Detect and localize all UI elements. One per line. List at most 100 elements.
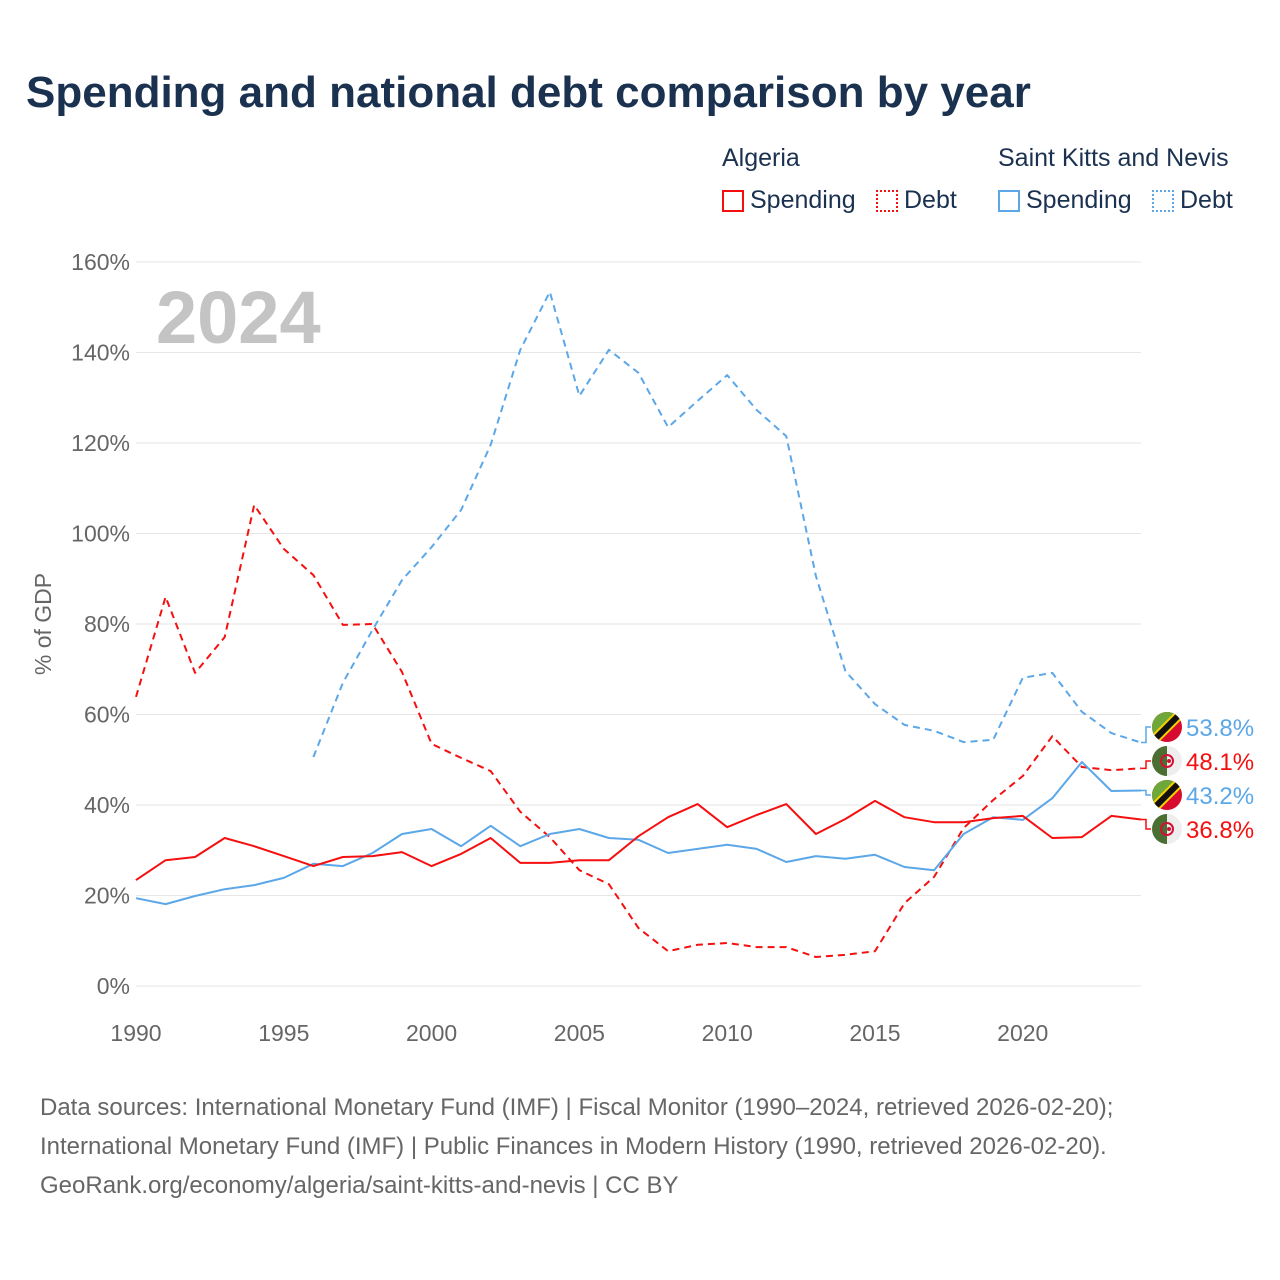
data-point xyxy=(429,741,435,747)
data-point xyxy=(783,944,789,950)
data-point xyxy=(754,846,760,852)
data-point xyxy=(665,948,671,954)
legend-label: Debt xyxy=(1180,186,1233,214)
data-point xyxy=(517,347,523,353)
data-point xyxy=(606,835,612,841)
data-point xyxy=(340,680,346,686)
data-point xyxy=(961,819,967,825)
data-point xyxy=(724,940,730,946)
data-point xyxy=(961,739,967,745)
data-point xyxy=(399,849,405,855)
data-point xyxy=(902,722,908,728)
data-point xyxy=(399,831,405,837)
flag-green xyxy=(1152,746,1167,776)
data-point xyxy=(192,893,198,899)
data-point xyxy=(636,833,642,839)
data-point xyxy=(576,826,582,832)
data-point xyxy=(931,819,937,825)
data-point xyxy=(813,954,819,960)
flag-crescent xyxy=(1160,754,1174,768)
data-point xyxy=(251,502,257,508)
data-point xyxy=(813,831,819,837)
y-tick-label: 40% xyxy=(84,792,130,818)
data-point xyxy=(636,925,642,931)
data-point xyxy=(842,668,848,674)
data-point xyxy=(369,621,375,627)
data-point xyxy=(310,572,316,578)
data-point xyxy=(488,823,494,829)
data-point xyxy=(222,634,228,640)
data-point xyxy=(1108,788,1114,794)
data-point xyxy=(281,853,287,859)
data-point xyxy=(163,594,169,600)
data-point xyxy=(931,874,937,880)
data-point xyxy=(310,863,316,869)
legend-skn-heading: Saint Kitts and Nevis xyxy=(998,144,1229,172)
data-point xyxy=(695,801,701,807)
end-value-label: 53.8% xyxy=(1186,715,1254,742)
data-point xyxy=(724,842,730,848)
legend-skn-spending[interactable]: Spending xyxy=(998,186,1132,215)
data-point xyxy=(665,424,671,430)
data-point xyxy=(636,370,642,376)
data-point xyxy=(399,577,405,583)
legend-label: Spending xyxy=(1026,186,1132,214)
data-point xyxy=(133,895,139,901)
data-point xyxy=(163,901,169,907)
source-line: GeoRank.org/economy/algeria/saint-kitts-… xyxy=(40,1172,679,1199)
x-tick-label: 2020 xyxy=(997,1020,1048,1046)
legend-algeria-spending[interactable]: Spending xyxy=(722,186,856,215)
data-point xyxy=(340,622,346,628)
data-point xyxy=(606,347,612,353)
data-point xyxy=(724,824,730,830)
data-point xyxy=(842,816,848,822)
data-point xyxy=(931,728,937,734)
x-tick-label: 2005 xyxy=(554,1020,605,1046)
data-point xyxy=(429,544,435,550)
data-point xyxy=(251,843,257,849)
solid-swatch-icon xyxy=(998,189,1020,212)
data-point xyxy=(281,546,287,552)
data-point xyxy=(606,857,612,863)
data-point xyxy=(399,669,405,675)
data-point xyxy=(872,948,878,954)
data-point xyxy=(488,768,494,774)
source-line: International Monetary Fund (IMF) | Publ… xyxy=(40,1133,1107,1160)
end-connector xyxy=(1141,760,1151,770)
dotted-swatch-icon xyxy=(1152,189,1174,212)
x-tick-label: 2010 xyxy=(702,1020,753,1046)
y-tick-label: 160% xyxy=(71,249,130,275)
y-tick-label: 20% xyxy=(84,883,130,909)
data-point xyxy=(695,398,701,404)
dotted-swatch-icon xyxy=(876,189,898,212)
source-notes: Data sources: International Monetary Fun… xyxy=(40,1088,1113,1205)
data-point xyxy=(783,433,789,439)
data-point xyxy=(488,835,494,841)
data-point xyxy=(1049,733,1055,739)
data-point xyxy=(902,814,908,820)
data-point xyxy=(133,877,139,883)
algeria-flag-icon xyxy=(1152,814,1182,844)
data-point xyxy=(458,851,464,857)
data-point xyxy=(754,407,760,413)
y-tick-label: 60% xyxy=(84,702,130,728)
legend-skn-debt[interactable]: Debt xyxy=(1152,186,1233,215)
y-axis-label: % of GDP xyxy=(30,573,56,675)
data-point xyxy=(163,857,169,863)
legend-algeria-debt[interactable]: Debt xyxy=(876,186,957,215)
data-point xyxy=(902,900,908,906)
data-point xyxy=(222,886,228,892)
x-tick-label: 1990 xyxy=(110,1020,161,1046)
series-line-saint-kitts-and-nevis-debt xyxy=(312,290,1142,758)
data-point xyxy=(369,627,375,633)
data-point xyxy=(1020,675,1026,681)
data-point xyxy=(310,754,316,760)
x-tick-label: 2015 xyxy=(849,1020,900,1046)
data-point xyxy=(576,393,582,399)
data-point xyxy=(458,507,464,513)
series-line-algeria-debt xyxy=(135,504,1142,958)
data-point xyxy=(1020,773,1026,779)
x-tick-label: 1995 xyxy=(258,1020,309,1046)
data-point xyxy=(842,952,848,958)
data-point xyxy=(488,442,494,448)
